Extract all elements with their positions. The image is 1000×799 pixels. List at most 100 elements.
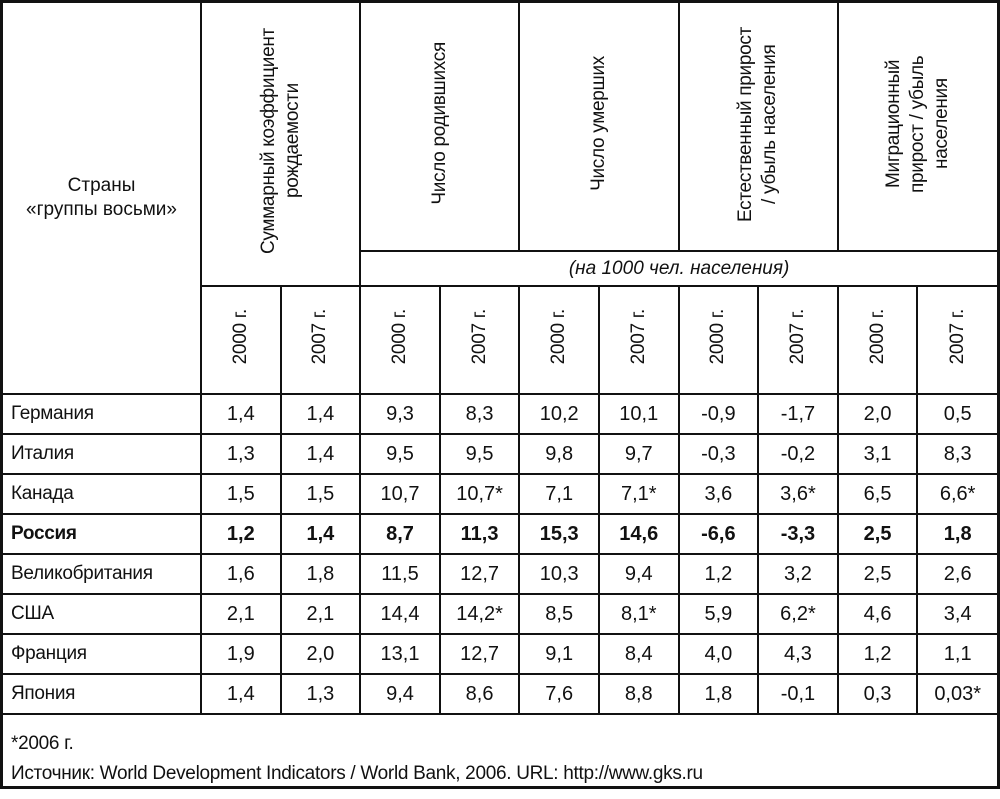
value-cell: 1,4 (279, 393, 362, 435)
value-cell: 4,3 (757, 633, 839, 675)
value-cell: 1,6 (200, 553, 282, 595)
header-year: 2007 г. (438, 285, 521, 395)
value-cell: 3,6 (677, 473, 760, 515)
header-year-label: 2007 г. (946, 309, 968, 365)
value-cell: 12,7 (438, 553, 521, 595)
header-year-label: 2000 г. (229, 309, 251, 365)
value-cell: 0,03* (916, 673, 997, 715)
country-cell: США (3, 593, 202, 635)
value-cell: 1,8 (916, 513, 997, 555)
header-year-label: 2000 г. (866, 309, 888, 365)
country-cell: Великобритания (3, 553, 202, 595)
header-countries-line1: Страны (67, 175, 136, 196)
header-year: 2000 г. (201, 285, 282, 395)
value-cell: 3,2 (757, 553, 839, 595)
value-cell: 1,5 (200, 473, 282, 515)
header-countries: Страны «группы восьми» (3, 3, 202, 395)
value-cell: 8,5 (518, 593, 600, 635)
header-births: Число родившихся (359, 3, 521, 252)
value-cell: 6,5 (836, 473, 919, 515)
value-cell: 2,0 (836, 393, 919, 435)
header-migration-label: Миграционный прирост / убыль населения (882, 54, 952, 193)
value-cell: 2,5 (836, 513, 919, 555)
header-fertility-label: Суммарный коэффициент рождаемости (257, 28, 303, 254)
header-countries-line2: «группы восьми» (26, 199, 177, 220)
value-cell: 2,6 (916, 553, 997, 595)
table-row: Канада 1,5 1,5 10,7 10,7* 7,1 7,1* 3,6 3,6* 6,5 6,… (3, 473, 997, 515)
value-cell: 10,7 (359, 473, 441, 515)
source-note: Источник: World Development Indicators /… (11, 763, 703, 784)
header-births-label: Число родившихся (428, 42, 450, 205)
header-deaths-label: Число умерших (587, 56, 609, 191)
value-cell: 1,8 (677, 673, 760, 715)
table-row: Италия 1,3 1,4 9,5 9,5 9,8 9,7 -0,3 -0,2 3,1 8,3 (3, 433, 997, 475)
value-cell: 9,4 (597, 553, 680, 595)
table-row: Великобритания 1,6 1,8 11,5 12,7 10,3 9,4 1,2 3,… (3, 553, 997, 595)
header-year-label: 2007 г. (627, 309, 649, 365)
value-cell: 8,7 (359, 513, 441, 555)
value-cell: 8,6 (438, 673, 521, 715)
table-row: США 2,1 2,1 14,4 14,2* 8,5 8,1* 5,9 6,2* 4,6 3,4 (3, 593, 997, 635)
value-cell: 1,4 (200, 673, 282, 715)
header-year: 2000 г. (677, 285, 760, 395)
header-year: 2000 г. (518, 285, 600, 395)
country-cell: Франция (3, 633, 202, 675)
value-cell: 7,1* (597, 473, 680, 515)
value-cell: 12,7 (438, 633, 521, 675)
value-cell: 8,8 (597, 673, 680, 715)
value-cell: 1,4 (279, 513, 362, 555)
value-cell: 10,1 (597, 393, 680, 435)
value-cell: 4,6 (836, 593, 919, 635)
header-year: 2000 г. (359, 285, 441, 395)
value-cell: 8,3 (438, 393, 521, 435)
value-cell: -6,6 (677, 513, 760, 555)
value-cell: 9,1 (518, 633, 600, 675)
header-fertility: Суммарный коэффициент рождаемости (199, 3, 362, 287)
value-cell: 2,5 (836, 553, 919, 595)
value-cell: 2,1 (279, 593, 362, 635)
header-year: 2007 г. (916, 285, 997, 395)
header-year-label: 2007 г. (309, 309, 331, 365)
value-cell: 9,4 (359, 673, 441, 715)
country-cell: Германия (3, 393, 202, 435)
header-year-label: 2000 г. (548, 309, 570, 365)
value-cell: 9,5 (438, 433, 521, 475)
country-cell: Россия (3, 513, 202, 555)
value-cell: 7,6 (518, 673, 600, 715)
value-cell: 8,3 (916, 433, 997, 475)
header-year: 2007 г. (279, 285, 362, 395)
value-cell: 1,8 (279, 553, 362, 595)
value-cell: 1,4 (279, 433, 362, 475)
value-cell: -0,2 (757, 433, 839, 475)
value-cell: 8,4 (597, 633, 680, 675)
table-footer: *2006 г. Источник: World Development Ind… (3, 713, 997, 799)
header-year-label: 2007 г. (786, 309, 808, 365)
header-deaths: Число умерших (518, 3, 680, 252)
value-cell: 5,9 (677, 593, 760, 635)
header-natural-growth: Естественный прирост / убыль населения (677, 3, 839, 252)
value-cell: 1,2 (677, 553, 760, 595)
value-cell: 11,3 (438, 513, 521, 555)
value-cell: -0,1 (757, 673, 839, 715)
value-cell: 10,2 (518, 393, 600, 435)
header-units: (на 1000 чел. населения) (360, 250, 997, 287)
value-cell: 14,4 (359, 593, 441, 635)
value-cell: 1,9 (200, 633, 282, 675)
header-year: 2000 г. (836, 285, 919, 395)
value-cell: 11,5 (359, 553, 441, 595)
header-year: 2007 г. (757, 285, 839, 395)
value-cell: 1,5 (279, 473, 362, 515)
value-cell: 0,5 (916, 393, 997, 435)
header-year-label: 2000 г. (388, 309, 410, 365)
value-cell: 15,3 (518, 513, 600, 555)
table-row: Япония 1,4 1,3 9,4 8,6 7,6 8,8 1,8 -0,1 0,3 0,03* (3, 673, 997, 715)
value-cell: 9,5 (359, 433, 441, 475)
value-cell: 6,6* (916, 473, 997, 515)
value-cell: 3,4 (916, 593, 997, 635)
value-cell: 4,0 (677, 633, 760, 675)
value-cell: 14,2* (438, 593, 521, 635)
value-cell: -0,9 (677, 393, 760, 435)
value-cell: 3,1 (836, 433, 919, 475)
value-cell: 10,7* (438, 473, 521, 515)
